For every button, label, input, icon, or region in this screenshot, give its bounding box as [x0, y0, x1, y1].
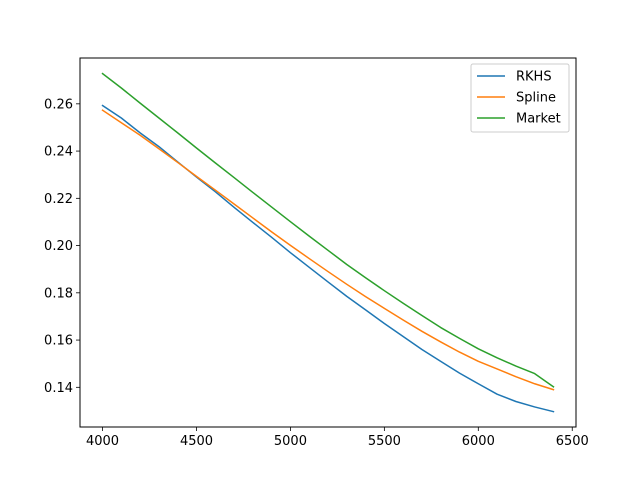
legend-label-market: Market — [516, 112, 561, 127]
legend-box — [470, 63, 570, 133]
y-tick-label: 0.14 — [44, 381, 73, 396]
x-tick-label: 5500 — [368, 434, 401, 449]
series-line-spline — [101, 109, 555, 391]
plot-frame — [79, 57, 577, 428]
y-tick-label: 0.18 — [44, 286, 73, 301]
x-tick-label: 4500 — [180, 434, 213, 449]
axis-ticks: 4000 4500 5000 5500 6000 6500 0.14 0.16 0.18 0.20… — [44, 97, 589, 449]
x-tick-label: 5000 — [274, 434, 307, 449]
y-tick-label: 0.22 — [44, 192, 73, 207]
series-layer — [101, 72, 555, 413]
x-tick-label: 6000 — [462, 434, 495, 449]
y-tick-label: 0.24 — [44, 145, 73, 160]
legend: RKHS Spline Market — [470, 63, 570, 133]
y-tick-label: 0.16 — [44, 334, 73, 349]
legend-label-rkhs: RKHS — [516, 70, 552, 85]
x-tick-label: 6500 — [556, 434, 589, 449]
y-tick-label: 0.20 — [44, 239, 73, 254]
legend-label-spline: Spline — [516, 91, 556, 106]
y-tick-label: 0.26 — [44, 97, 73, 112]
series-line-market — [101, 72, 555, 388]
x-tick-label: 4000 — [86, 434, 119, 449]
